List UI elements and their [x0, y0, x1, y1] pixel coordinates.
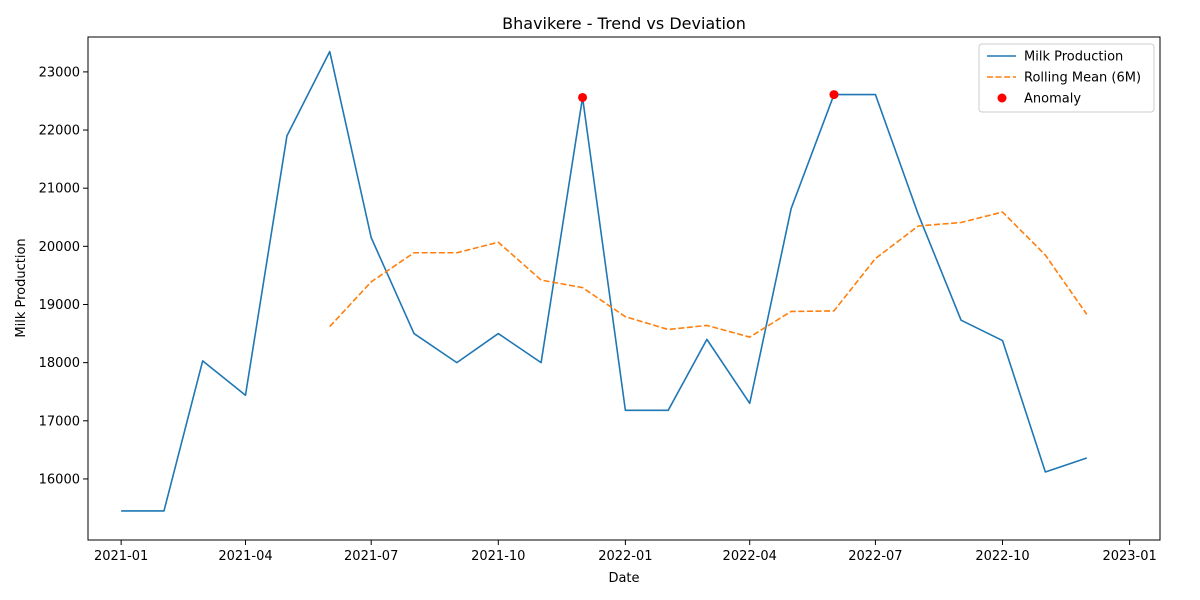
y-tick-label: 20000	[39, 240, 80, 255]
x-tick-label: 2021-07	[344, 549, 398, 564]
rolling-mean-6m-line	[329, 211, 1088, 338]
x-tick-label: 2023-01	[1102, 549, 1156, 564]
legend-anomaly-label: Anomaly	[1024, 92, 1081, 107]
x-tick-label: 2022-04	[723, 549, 777, 564]
x-tick-label: 2022-10	[975, 549, 1029, 564]
y-tick-label: 22000	[39, 124, 80, 139]
x-tick-label: 2021-01	[94, 549, 148, 564]
legend: Milk Production Rolling Mean (6M) Anomaly	[978, 43, 1155, 113]
anomaly-point	[829, 90, 839, 100]
y-tick-label: 21000	[39, 182, 80, 197]
x-tick-label: 2021-04	[218, 549, 272, 564]
legend-rolling-mean-6m-label: Rolling Mean (6M)	[1024, 71, 1141, 86]
y-tick-label: 16000	[39, 472, 80, 487]
plot-frame	[87, 36, 1161, 541]
chart-title: Bhavikere - Trend vs Deviation	[502, 14, 746, 33]
x-tick-label: 2022-07	[848, 549, 902, 564]
y-tick-label: 23000	[39, 65, 80, 80]
anomaly-point	[578, 92, 588, 102]
milk-production-line	[121, 50, 1088, 512]
legend-box	[978, 43, 1155, 113]
x-tick-label: 2021-10	[471, 549, 525, 564]
y-tick-label: 18000	[39, 356, 80, 371]
x-tick-label: 2022-01	[598, 549, 652, 564]
legend-anomaly-swatch	[997, 93, 1007, 103]
y-axis-title: Milk Production	[14, 238, 29, 337]
x-axis-title: Date	[608, 571, 639, 586]
plot-area	[88, 37, 1160, 540]
y-tick-label: 19000	[39, 298, 80, 313]
y-tick-label: 17000	[39, 414, 80, 429]
legend-milk-production-label: Milk Production	[1024, 50, 1123, 65]
